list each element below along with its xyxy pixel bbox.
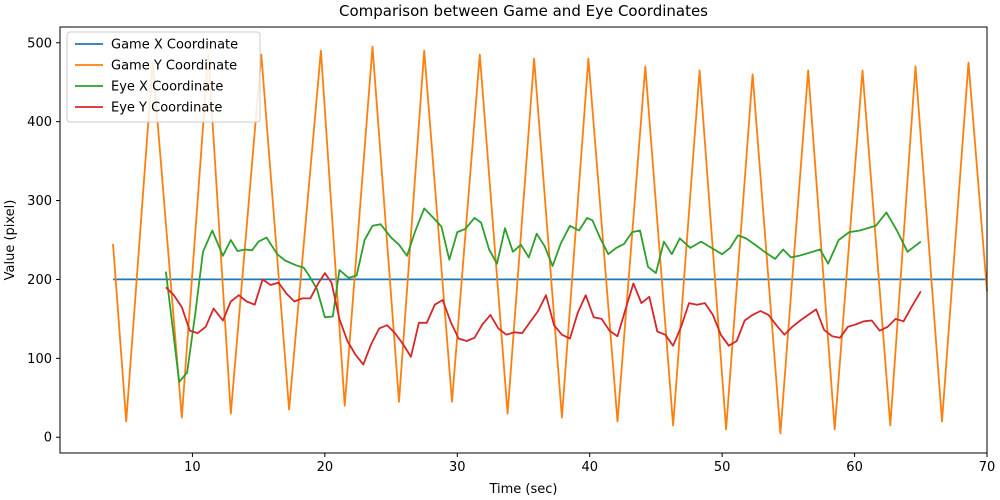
legend-label: Game X Coordinate [111, 38, 238, 53]
chart-title: Comparison between Game and Eye Coordina… [339, 2, 708, 20]
legend-box [66, 31, 261, 123]
series-layer [112, 45, 988, 435]
x-axis-title: Time (sec) [488, 482, 557, 497]
x-tick-label: 40 [581, 460, 598, 475]
legend-label: Game Y Coordinate [111, 59, 237, 74]
x-tick-label: 70 [979, 460, 996, 475]
y-tick-label: 500 [27, 36, 52, 51]
legend-label: Eye X Coordinate [111, 80, 223, 95]
x-tick-label: 30 [449, 460, 466, 475]
y-tick-label: 0 [44, 431, 52, 446]
x-tick-label: 60 [846, 460, 863, 475]
x-tick-label: 50 [714, 460, 731, 475]
series-line-eye-y-coordinate [165, 272, 922, 366]
series-line-eye-x-coordinate [165, 207, 922, 383]
y-tick-label: 100 [27, 352, 52, 367]
y-tick-label: 400 [27, 115, 52, 130]
y-axis: 0 100 200 300 400 500 [27, 36, 60, 446]
legend: Game X Coordinate Game Y Coordinate Eye X … [66, 31, 261, 123]
x-tick-label: 10 [184, 460, 201, 475]
plot-frame [59, 26, 988, 454]
y-axis-title: Value (pixel) [3, 200, 18, 281]
y-tick-label: 200 [27, 273, 52, 288]
y-tick-label: 300 [27, 194, 52, 209]
x-tick-label: 20 [317, 460, 334, 475]
x-axis: 10 20 30 40 50 60 70 [184, 453, 995, 475]
legend-label: Eye Y Coordinate [111, 101, 222, 116]
series-line-game-y-coordinate [112, 45, 988, 435]
